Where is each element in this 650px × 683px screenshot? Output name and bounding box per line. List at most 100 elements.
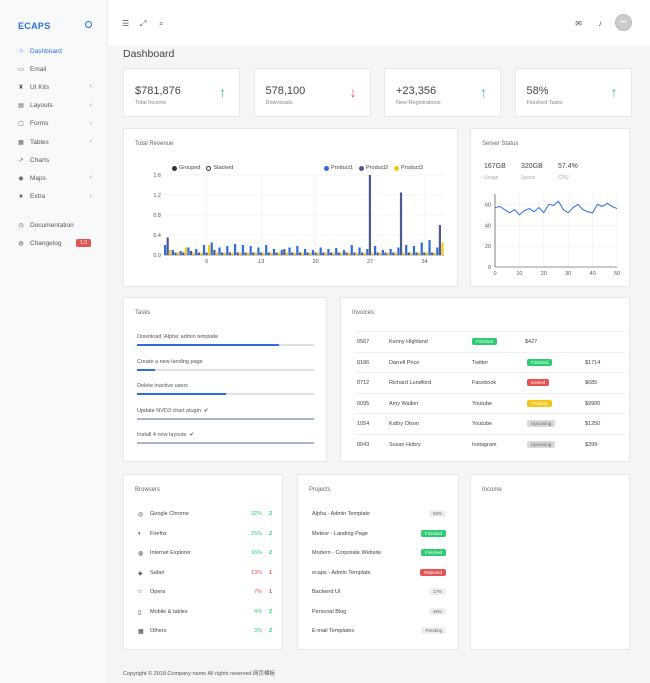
- sidebar-item-tables[interactable]: ▦ Tables ‹: [0, 135, 108, 149]
- table-row[interactable]: 0186 Darrell Price Twitter Finished $1714: [355, 351, 625, 372]
- invoice-source: Facebook: [472, 380, 497, 386]
- legend-label[interactable]: Product3: [401, 165, 424, 171]
- list-item[interactable]: ◈ Safari 13% 1: [138, 570, 272, 582]
- list-item[interactable]: Backend UI 17%: [312, 588, 446, 601]
- browser-rank: 2: [268, 608, 272, 615]
- sidebar-item-maps[interactable]: ◉ Maps ‹: [0, 171, 108, 185]
- bar-product3: [316, 252, 320, 255]
- sidebar-item-dashboard[interactable]: ⌂ Dashboard: [0, 44, 108, 58]
- bar-product1: [304, 249, 307, 255]
- task-label: Download 'Alpha' admin template: [137, 334, 219, 340]
- bar-product2: [345, 252, 348, 255]
- sidebar-item-label: Maps: [30, 174, 46, 182]
- bar-product2: [361, 252, 364, 255]
- project-badge: Finished: [420, 549, 446, 556]
- sidebar-item-layouts[interactable]: ▤ Layouts ‹: [0, 99, 108, 113]
- task-progress-bar: [137, 417, 314, 420]
- sidebar-item-forms[interactable]: ▢ Forms ‹: [0, 117, 108, 131]
- list-item[interactable]: ◐ Firefox 25% 2: [138, 531, 272, 543]
- x-tick-label: 13: [258, 259, 264, 265]
- task-item[interactable]: Download 'Alpha' admin template: [137, 334, 314, 340]
- table-row[interactable]: 0712 Richard Lundford Facebook Denied $685: [355, 372, 625, 392]
- y-tick-label: 0.4: [153, 233, 161, 239]
- stat-value: 58%: [526, 85, 549, 97]
- expand-icon[interactable]: ⤢: [140, 19, 147, 28]
- bar-product3: [418, 252, 421, 255]
- browser-name: Internet Explorer: [150, 550, 191, 556]
- bar-product3: [363, 252, 366, 255]
- invoice-customer: Amy Walker: [389, 400, 419, 407]
- form-icon: ▢: [18, 121, 24, 128]
- y-tick-label: 40: [485, 223, 491, 229]
- sidebar-item-charts[interactable]: ↗ Charts: [0, 153, 108, 167]
- list-item[interactable]: ○ Opera 7% 1: [138, 589, 272, 601]
- task-item[interactable]: Create a new landing page: [137, 359, 314, 365]
- stacked-toggle[interactable]: Stacked: [213, 165, 234, 171]
- menu-icon[interactable]: ☰: [122, 19, 130, 28]
- bar-product3: [433, 252, 436, 255]
- search-icon[interactable]: ⌕: [159, 19, 164, 28]
- table-row[interactable]: 0095 Amy Walker Youtube Pending $9900: [355, 392, 625, 413]
- list-item[interactable]: Personal Blog 48%: [312, 607, 446, 621]
- project-name: E-mail Templates: [312, 628, 355, 634]
- bar-product1: [234, 244, 237, 255]
- legend-label[interactable]: Product2: [366, 165, 389, 171]
- grouped-toggle[interactable]: Grouped: [179, 165, 201, 171]
- sidebar-item-extra[interactable]: ★ Extra ‹: [0, 190, 108, 204]
- browser-rank: 2: [268, 628, 272, 634]
- bar-product1: [195, 249, 198, 255]
- browser-name: Mobile & tables: [150, 608, 188, 615]
- sidebar-item-documentation[interactable]: ◷ Documentation: [0, 218, 108, 232]
- sidebar-item-ui-kits[interactable]: ♜ UI Kits ‹: [0, 80, 108, 94]
- avatar[interactable]: •••: [615, 14, 632, 31]
- list-item[interactable]: Meteor - Landing Page Finished: [312, 529, 446, 543]
- bar-product2: [314, 252, 317, 255]
- grouped-radio-icon[interactable]: [172, 165, 177, 171]
- bar-product2: [205, 252, 208, 255]
- bar-product3: [239, 252, 242, 255]
- browsers-card: Browsers ◎ Google Chrome 32% 2 ◐ Firefox 25% 2 ◍…: [123, 474, 283, 650]
- sidebar-item-email[interactable]: ▭ Email: [0, 62, 108, 76]
- revenue-chart: 0.0 0.4 0.8 1.2 1.6 6 13 20 27 34: [153, 173, 444, 265]
- task-item[interactable]: Install 4 new layouts ✔: [137, 432, 314, 438]
- bar-product2: [376, 252, 379, 255]
- task-item[interactable]: Delete inactive users: [137, 383, 314, 389]
- project-name: Alpha - Admin Template: [312, 511, 370, 517]
- bar-product2: [337, 252, 340, 255]
- list-item[interactable]: ◎ Google Chrome 32% 2: [138, 511, 272, 523]
- list-item[interactable]: ecaps - Admin Template Rejected: [312, 568, 446, 582]
- task-item[interactable]: Update NVD3 chart plugin ✔: [137, 408, 314, 414]
- bar-product3: [394, 252, 397, 255]
- list-item[interactable]: E-mail Templates Pending: [312, 627, 446, 640]
- table-row[interactable]: 1054 Kathy Olson Youtube Upcoming $1250: [355, 413, 625, 433]
- sidebar-item-changelog[interactable]: ◍ Changelog 1.0: [0, 236, 108, 250]
- mail-icon: ▭: [18, 66, 24, 73]
- sidebar-item-label: Tables: [30, 138, 49, 146]
- table-row[interactable]: 0043 Susan Hobry Instagram Upcoming $399: [355, 433, 625, 454]
- list-item[interactable]: Modern - Corporate Website Finished: [312, 549, 446, 562]
- check-icon: ✔: [189, 432, 195, 438]
- stacked-radio-icon[interactable]: [206, 165, 212, 171]
- list-item[interactable]: ▯ Mobile & tables 4% 2: [138, 609, 272, 621]
- mail-icon[interactable]: ✉: [575, 19, 582, 28]
- browser-percent: 16%: [250, 550, 262, 556]
- bell-icon[interactable]: ♪: [598, 19, 602, 28]
- income-card: Income: [470, 474, 630, 650]
- stat-value: 578,100: [265, 85, 306, 97]
- browser-name: Opera: [150, 589, 166, 595]
- arrow-up-icon: ↑: [480, 84, 487, 100]
- legend-label[interactable]: Product1: [331, 165, 354, 171]
- list-item[interactable]: ▦ Others 3% 2: [138, 628, 272, 640]
- list-item[interactable]: Alpha - Admin Template 82%: [312, 510, 446, 523]
- x-tick-label: 34: [421, 259, 427, 265]
- list-item[interactable]: ◍ Internet Explorer 16% 2: [138, 550, 272, 562]
- sidebar-toggle-icon[interactable]: [85, 21, 92, 28]
- chevron-left-icon: ‹: [89, 119, 92, 127]
- bar-product2: [182, 252, 185, 255]
- invoices-title: Invoices: [352, 310, 375, 316]
- table-row[interactable]: 0567 Kenny Highland Finished $427: [355, 331, 625, 351]
- x-tick-label: 6: [205, 259, 208, 265]
- bar-product2: [399, 192, 403, 255]
- brand-logo[interactable]: ECAPS: [18, 21, 51, 31]
- bar-product1: [272, 249, 276, 255]
